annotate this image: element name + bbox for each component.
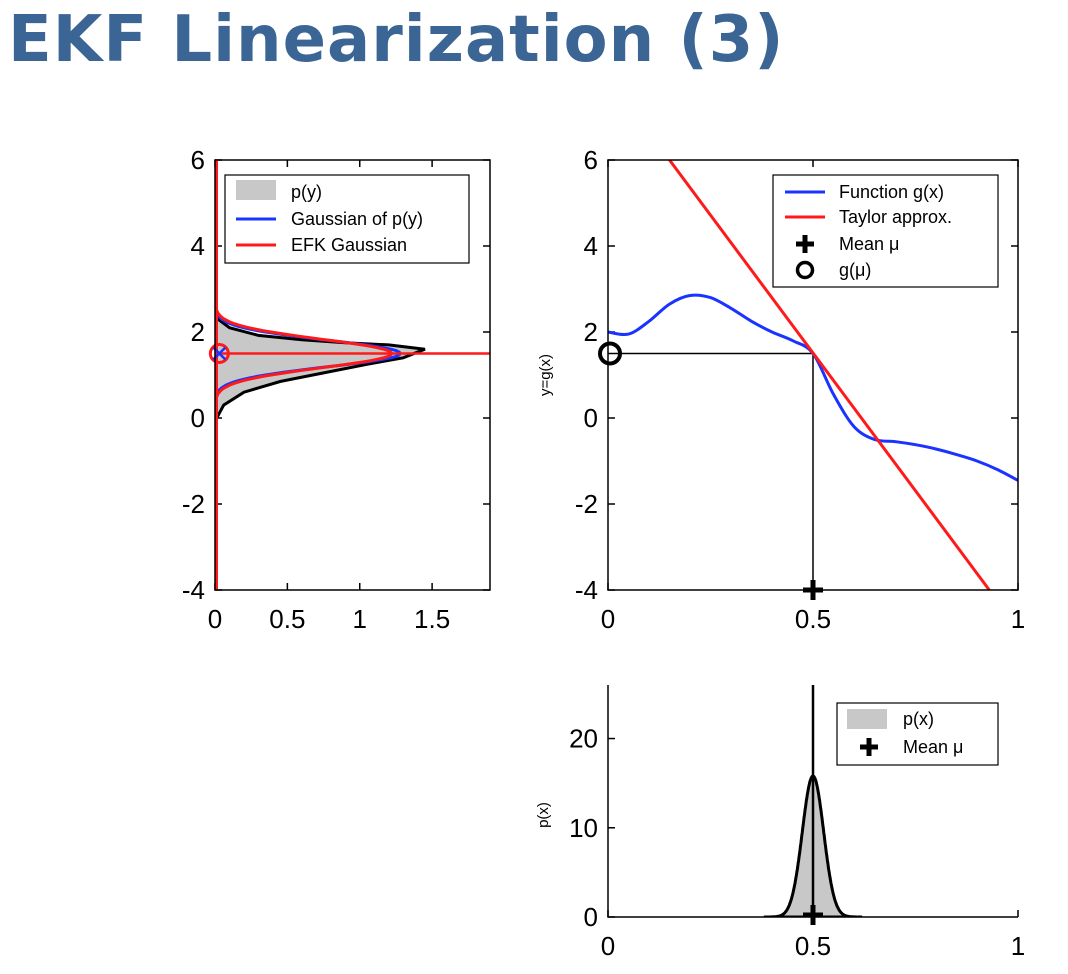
gx-taylor-line	[668, 160, 991, 590]
px-legend-swatch-density	[847, 709, 887, 729]
gx-legend-swatch-gmu	[795, 260, 815, 280]
gx-legend-swatch-mean	[796, 235, 814, 253]
px-legend-label-mean: Mean μ	[903, 737, 963, 757]
px-xtick-label: 0.5	[795, 931, 831, 961]
py-ytick-label: 6	[191, 145, 205, 175]
gx-legend-box	[772, 174, 999, 288]
py-ytick-label: 2	[191, 317, 205, 347]
py-efk-curve	[215, 160, 394, 590]
py-ytick-label: -4	[182, 575, 205, 605]
px-chart: 0 0.5 1 20 10 0 p(x) p(x) Mean μ	[535, 685, 1025, 961]
py-legend-swatch-density	[236, 180, 276, 200]
py-ytick-label: -2	[182, 489, 205, 519]
px-ticks: 0 0.5 1 20 10 0	[569, 724, 1025, 961]
px-legend-label-density: p(x)	[903, 709, 934, 729]
gx-xtick-label: 0.5	[795, 604, 831, 634]
py-legend-label-density: p(y)	[291, 182, 322, 202]
gx-ytick-label: -2	[575, 489, 598, 519]
py-xtick-label: 1.5	[414, 604, 450, 634]
py-legend: p(y) Gaussian of p(y) EFK Gaussian	[224, 174, 470, 264]
px-legend: p(x) Mean μ	[836, 702, 999, 766]
gx-xtick-label: 1	[1011, 604, 1025, 634]
gx-legend-label-mean: Mean μ	[839, 234, 899, 254]
slide-title: EKF Linearization (3)	[8, 3, 785, 77]
px-ytick-label: 0	[584, 902, 598, 932]
py-xtick-label: 1	[353, 604, 367, 634]
py-legend-label-gaussian: Gaussian of p(y)	[291, 209, 423, 229]
gx-ticks: 0 0.5 1 6 4 2 0 -2 -4	[575, 145, 1025, 634]
gx-mean-guide-lines	[608, 352, 814, 590]
gx-chart: 0 0.5 1 6 4 2 0 -2 -4 y=g(x) Function g(x) Taylo…	[537, 145, 1025, 634]
px-mean-marker	[803, 905, 823, 925]
gx-legend-label-gmu: g(μ)	[839, 260, 871, 280]
py-legend-label-efk: EFK Gaussian	[291, 235, 407, 255]
py-xtick-label: 0	[208, 604, 222, 634]
gx-ytick-label: 4	[584, 231, 598, 261]
gx-ylabel: y=g(x)	[537, 354, 554, 396]
gx-ytick-label: 6	[584, 145, 598, 175]
py-xtick-label: 0.5	[269, 604, 305, 634]
px-legend-swatch-mean	[860, 738, 878, 756]
px-ylabel: p(x)	[535, 802, 552, 828]
py-chart: 0 0.5 1 1.5 6 4 2 0 -2 -4 p(y) Gaussian of p(y) E…	[182, 145, 491, 634]
px-ytick-label: 10	[569, 813, 598, 843]
px-xtick-label: 1	[1011, 931, 1025, 961]
gx-g-mu-marker	[598, 341, 622, 366]
gx-xtick-label: 0	[601, 604, 615, 634]
gx-legend-label-function: Function g(x)	[839, 182, 944, 202]
gx-legend-label-taylor: Taylor approx.	[839, 207, 952, 227]
gx-ytick-label: 0	[584, 403, 598, 433]
gx-axes-frame	[607, 159, 1019, 591]
py-ytick-label: 0	[191, 403, 205, 433]
px-xtick-label: 0	[601, 931, 615, 961]
gx-legend: Function g(x) Taylor approx. Mean μ g(μ)	[772, 174, 999, 288]
py-ticks: 0 0.5 1 1.5 6 4 2 0 -2 -4	[182, 145, 490, 634]
px-ytick-label: 20	[569, 724, 598, 754]
py-ytick-label: 4	[191, 231, 205, 261]
gx-ytick-label: 2	[584, 317, 598, 347]
gx-ytick-label: -4	[575, 575, 598, 605]
py-axes-frame	[214, 159, 491, 591]
px-axes	[607, 685, 1018, 918]
